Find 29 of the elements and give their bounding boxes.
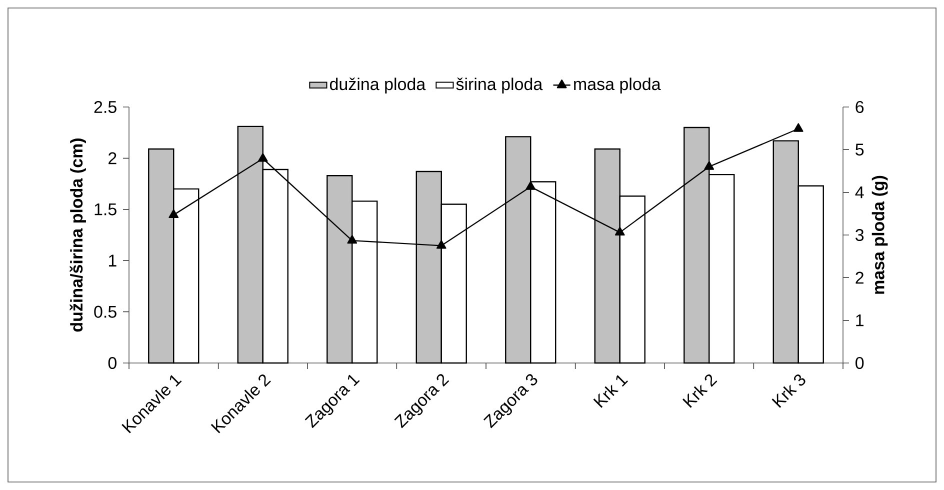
y2-tick-label: 4: [855, 186, 864, 198]
y2-axis-title: masa ploda (g): [872, 176, 888, 294]
y2-tick-label: 6: [856, 100, 864, 114]
point: [614, 226, 625, 236]
point: [436, 240, 446, 249]
y-tick-label: 2: [108, 152, 116, 164]
legend-label: dužina ploda: [330, 78, 426, 94]
y-tick-label: 1: [108, 254, 116, 266]
legend-label: masa ploda: [574, 78, 661, 94]
point: [347, 234, 358, 244]
x-tick-label: Krk 3: [772, 374, 806, 408]
x-tick-label: Krk 1: [593, 375, 628, 408]
point: [704, 161, 714, 170]
x-tick-label: Krk 2: [682, 374, 718, 408]
y2-tick-label: 5: [856, 144, 864, 156]
y2-tick-label: 1: [856, 314, 864, 326]
y2-tick-label: 2: [856, 272, 864, 284]
point: [526, 181, 536, 190]
y2-tick-label: 3: [856, 228, 864, 242]
point: [258, 153, 268, 162]
y-axis-title: dužina/širina ploda (cm): [70, 138, 86, 332]
y-tick-label: 0.5: [94, 306, 116, 318]
y-tick-label: 1.5: [94, 203, 116, 216]
legend-label: širina ploda: [456, 78, 543, 94]
y-tick-label: 2.5: [94, 100, 116, 114]
point: [793, 123, 804, 132]
y2-tick-label: 0: [856, 356, 864, 370]
y-tick-label: 0: [108, 356, 116, 370]
point: [168, 209, 179, 218]
